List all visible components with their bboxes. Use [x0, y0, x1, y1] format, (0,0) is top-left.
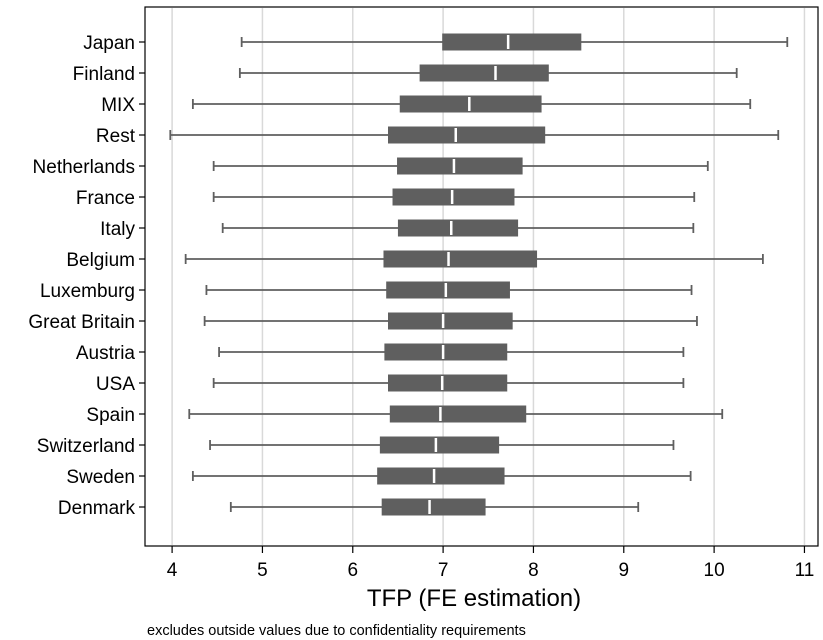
category-label: Denmark [58, 498, 136, 519]
category-label: MIX [101, 95, 135, 116]
iqr-box [389, 405, 527, 423]
x-tick-label: 11 [795, 560, 815, 581]
category-label: Finland [73, 64, 135, 85]
box-great-britain [203, 312, 698, 330]
iqr-box [384, 343, 508, 361]
category-axis: Japan Finland MIX Rest Netherlands France Ital… [28, 33, 145, 519]
box-france [212, 188, 696, 206]
iqr-box [377, 467, 505, 485]
x-tick-label: 9 [618, 560, 629, 581]
category-label: Netherlands [33, 157, 135, 178]
iqr-box [388, 374, 508, 392]
box-sweden [191, 467, 692, 485]
x-tick-label: 4 [167, 560, 178, 581]
grid-lines [171, 8, 806, 545]
box-switzerland [209, 436, 675, 454]
category-label: Sweden [66, 467, 135, 488]
category-label: Luxemburg [40, 281, 135, 302]
x-tick-label: 5 [257, 560, 268, 581]
iqr-box [388, 126, 546, 144]
plot-frame [144, 6, 819, 547]
box-netherlands [212, 157, 709, 175]
box-belgium [184, 250, 764, 268]
box-rest [169, 126, 780, 144]
category-label: Switzerland [37, 436, 135, 457]
box-luxemburg [205, 281, 693, 299]
box-italy [221, 219, 695, 237]
iqr-box [379, 436, 500, 454]
iqr-box [397, 157, 523, 175]
category-label: Austria [76, 343, 136, 364]
box-series [169, 33, 789, 516]
box-mix [191, 95, 752, 113]
iqr-box [399, 95, 542, 113]
category-label: USA [96, 374, 135, 395]
category-label: Japan [83, 33, 135, 54]
box-japan [240, 33, 789, 51]
iqr-box [392, 188, 515, 206]
iqr-box [442, 33, 582, 51]
x-tick-label: 10 [704, 560, 725, 581]
box-finland [238, 64, 738, 82]
box-usa [212, 374, 685, 392]
iqr-box [386, 281, 510, 299]
x-axis-title: TFP (FE estimation) [367, 585, 581, 612]
category-label: Spain [86, 405, 135, 426]
box-austria [218, 343, 685, 361]
category-label: Italy [100, 219, 135, 240]
category-label: Rest [96, 126, 136, 147]
x-axis: 4 5 6 7 8 9 10 11 [167, 546, 815, 581]
category-label: France [76, 188, 135, 209]
iqr-box [397, 219, 519, 237]
chart-note: excludes outside values due to confident… [147, 623, 526, 639]
iqr-box [381, 498, 486, 516]
box-denmark [229, 498, 640, 516]
category-label: Belgium [66, 250, 135, 271]
x-tick-label: 6 [347, 560, 358, 581]
iqr-box [419, 64, 549, 82]
iqr-box [388, 312, 513, 330]
x-tick-label: 7 [438, 560, 449, 581]
category-label: Great Britain [28, 312, 135, 333]
iqr-box [383, 250, 538, 268]
x-tick-label: 8 [528, 560, 539, 581]
box-spain [188, 405, 724, 423]
